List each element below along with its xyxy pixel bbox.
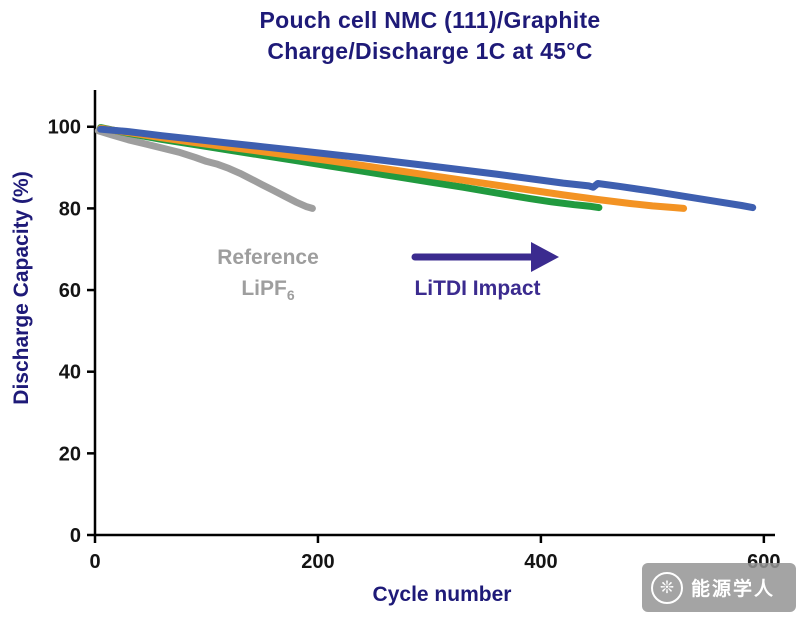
y-tick-label: 100 (48, 117, 81, 139)
y-tick-label: 80 (59, 198, 81, 220)
reference-formula-subscript: 6 (286, 287, 295, 304)
watermark-text: 能源学人 (691, 579, 776, 600)
reference-annotation-line1: Reference (217, 246, 319, 269)
reference-annotation: Reference LiPF6 (198, 242, 338, 311)
y-tick-label: 60 (59, 280, 81, 302)
watermark-logo-icon: ❊ (651, 571, 683, 604)
watermark-badge: ❊ 能源学人 (642, 563, 796, 612)
reference-annotation-formula: LiPF6 (198, 273, 338, 311)
chart-title-line2: Charge/Discharge 1C at 45°C (267, 38, 593, 64)
y-tick-label: 0 (70, 525, 81, 547)
y-tick-label: 20 (59, 443, 81, 465)
series-reference-lipf6 (94, 127, 316, 212)
x-tick-label: 200 (301, 551, 334, 573)
y-tick-label: 40 (59, 362, 81, 384)
x-tick-label: 0 (89, 551, 100, 573)
y-axis-label: Discharge Capacity (%) (10, 171, 33, 405)
reference-formula-main: LiPF (241, 277, 287, 300)
x-tick-label: 400 (524, 551, 557, 573)
litdi-impact-label: LiTDI Impact (414, 277, 541, 300)
chart-title: Pouch cell NMC (111)/Graphite Charge/Dis… (90, 5, 770, 67)
series-litdi-blue- (97, 125, 757, 212)
litdi-arrow-head (531, 242, 559, 272)
litdi-impact-arrow (411, 242, 559, 272)
x-axis-label: Cycle number (372, 583, 512, 606)
chart-title-line1: Pouch cell NMC (111)/Graphite (259, 7, 601, 33)
